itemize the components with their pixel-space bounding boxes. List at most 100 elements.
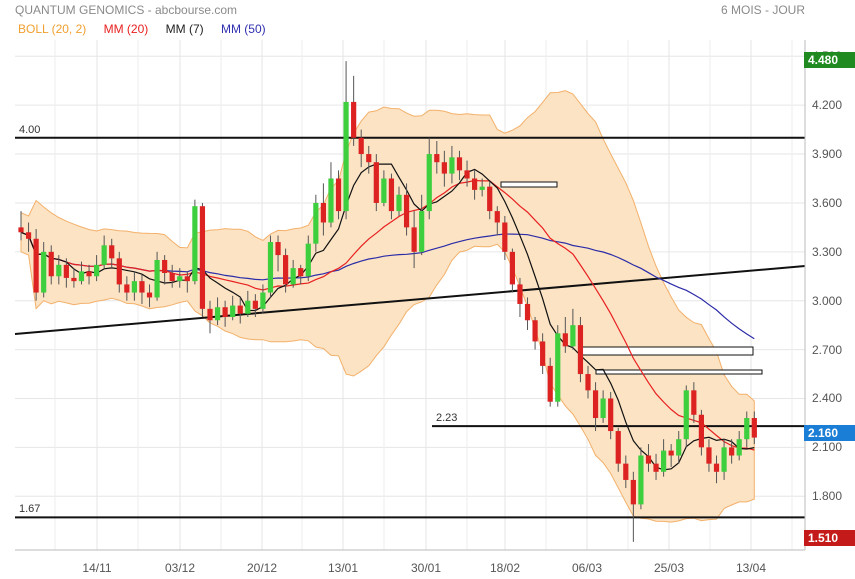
candle-body [199,206,206,309]
candle [313,194,319,252]
legend: BOLL (20, 2) MM (20) MM (7) MM (50) [18,22,280,36]
candle [441,150,447,187]
candle [547,357,553,407]
candle-body [630,479,636,505]
legend-boll: BOLL (20, 2) [18,22,87,36]
level-lines [15,136,805,519]
candle-body [547,365,553,402]
candle-body [585,374,591,391]
candle-body [335,178,342,212]
candle-body [290,268,296,285]
candle [343,61,349,220]
candle-body [592,390,599,419]
candle-body [230,305,236,317]
candle [630,471,636,542]
candle [434,141,440,174]
candle-body [441,162,447,174]
candle-body [313,202,319,244]
candle [592,382,599,432]
candle-body [751,418,757,438]
candle [691,382,697,423]
candle-body [532,320,538,342]
candle [479,178,485,197]
candle [86,264,92,285]
x-tick-label: 20/12 [246,561,278,575]
candle [305,235,311,282]
candle-body [298,268,304,277]
x-tick-label: 30/01 [410,561,442,575]
candle [25,222,32,252]
candle-body [706,447,712,464]
candle-body [245,300,251,314]
candle [456,150,463,181]
candle-body [464,170,470,179]
candle-body [101,245,107,265]
candle-body [540,341,546,366]
candle [139,274,145,304]
candle-body [237,305,243,314]
candle-body [434,154,440,163]
candle-body [509,251,515,285]
candle [252,294,258,317]
candle [335,170,342,220]
candle-body [570,325,576,347]
candle [109,238,115,269]
candle [381,170,387,207]
candle [245,290,251,317]
candle [555,325,561,407]
candle [472,170,478,200]
candle-body [653,463,659,472]
candle [48,245,54,285]
legend-mm50: MM (50) [220,22,266,36]
candle [524,297,531,331]
candle [683,385,689,448]
candle [124,276,130,301]
candle-body [713,463,720,472]
candle-body [638,455,644,505]
candle-body [320,202,326,223]
candle-body [721,447,727,472]
level-label: 4.00 [19,123,41,136]
candle [351,75,357,146]
candle-body [177,276,183,282]
x-tick-label: 13/04 [735,561,767,575]
candle-body [487,186,493,212]
candle [366,145,372,174]
candle [532,316,538,350]
chart-title: QUANTUM GENOMICS - abcbourse.com [15,3,238,17]
candle [283,248,289,293]
level-label: 1.67 [19,503,41,516]
x-tick-label: 14/11 [82,561,112,575]
candle [502,215,508,260]
candle [540,333,546,375]
candle-body [94,264,100,277]
candle-body [184,276,190,282]
zone-box [595,369,763,375]
candle [214,297,221,326]
candle [328,162,334,228]
candle-body [63,264,69,278]
candle [396,186,402,216]
candle [290,259,296,288]
bollinger-band [20,90,755,523]
zone-box [581,346,754,356]
candle [56,255,62,285]
candle [18,211,24,241]
candle-body [555,333,561,402]
candle-body [419,211,425,252]
candle [207,300,213,334]
candle [275,235,281,272]
ma20-line [20,179,755,451]
candle [713,455,720,484]
candle [177,268,183,288]
candles [18,61,757,542]
y-tick-label: 3.300 [812,244,843,259]
candle [494,206,500,236]
candle [146,284,153,308]
candle-body [116,258,122,285]
candle-body [267,242,274,293]
ma7-line [20,163,755,471]
candle-body [744,418,750,440]
candle-body [86,271,92,277]
